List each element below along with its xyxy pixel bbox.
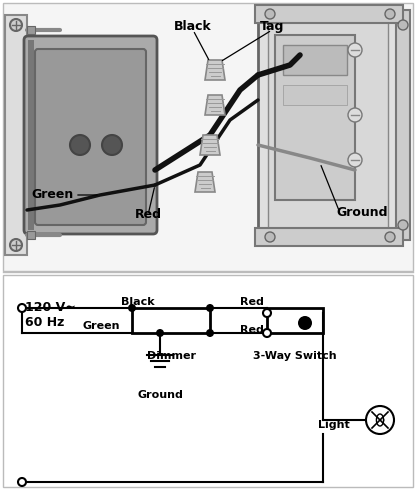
Circle shape	[18, 304, 26, 312]
Text: Red: Red	[134, 209, 161, 221]
Polygon shape	[195, 172, 215, 192]
Circle shape	[398, 220, 408, 230]
Circle shape	[265, 232, 275, 242]
Circle shape	[18, 478, 26, 486]
Bar	[258, 10, 398, 240]
Circle shape	[128, 304, 136, 312]
Text: Red: Red	[240, 297, 264, 307]
Text: Ground: Ground	[336, 207, 388, 219]
Circle shape	[206, 304, 214, 312]
Bar	[3, 3, 413, 271]
Circle shape	[263, 309, 271, 317]
Text: Black: Black	[174, 20, 212, 32]
Bar	[267, 308, 323, 333]
Circle shape	[366, 406, 394, 434]
Bar	[3, 275, 413, 487]
Circle shape	[263, 329, 271, 337]
Text: Ground: Ground	[137, 390, 183, 400]
FancyBboxPatch shape	[24, 36, 157, 234]
Polygon shape	[200, 135, 220, 155]
Bar	[283, 45, 347, 75]
Text: Green: Green	[82, 321, 120, 331]
Circle shape	[398, 20, 408, 30]
Bar	[396, 10, 410, 240]
Bar	[275, 35, 355, 200]
Text: Black: Black	[121, 297, 155, 307]
Circle shape	[206, 329, 214, 337]
Bar	[27, 231, 35, 239]
Bar	[255, 228, 403, 246]
Circle shape	[265, 9, 275, 19]
Bar	[5, 15, 27, 255]
Bar	[283, 85, 347, 105]
Circle shape	[298, 316, 312, 330]
Text: Dimmer: Dimmer	[146, 351, 196, 361]
Circle shape	[70, 135, 90, 155]
Text: Green: Green	[31, 189, 73, 201]
Bar	[132, 308, 210, 333]
Text: Tag: Tag	[260, 20, 284, 32]
Circle shape	[10, 239, 22, 251]
Circle shape	[10, 19, 22, 31]
FancyBboxPatch shape	[35, 49, 146, 225]
Text: Red: Red	[240, 325, 264, 335]
Circle shape	[102, 135, 122, 155]
Bar	[27, 26, 35, 34]
Bar	[28, 40, 34, 230]
Polygon shape	[205, 95, 225, 115]
Circle shape	[348, 43, 362, 57]
Circle shape	[348, 108, 362, 122]
Text: 120 V~
60 Hz: 120 V~ 60 Hz	[25, 301, 76, 329]
Text: Light: Light	[318, 420, 350, 430]
Circle shape	[348, 153, 362, 167]
Polygon shape	[205, 60, 225, 80]
Circle shape	[156, 329, 164, 337]
Bar	[255, 5, 403, 23]
Circle shape	[385, 232, 395, 242]
Bar	[268, 20, 388, 230]
Text: 3-Way Switch: 3-Way Switch	[253, 351, 337, 361]
Circle shape	[385, 9, 395, 19]
